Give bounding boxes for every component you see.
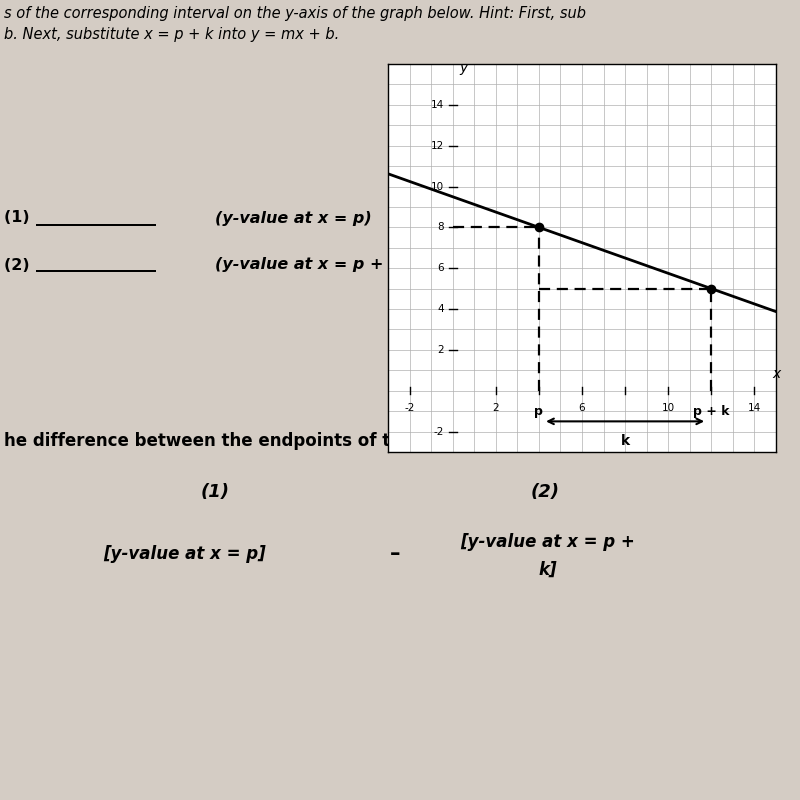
Text: s of the corresponding interval on the y-axis of the graph below. Hint: First, s: s of the corresponding interval on the y…	[4, 6, 586, 21]
Text: 2: 2	[438, 345, 444, 355]
Text: b. Next, substitute x = p + k into y = mx + b.: b. Next, substitute x = p + k into y = m…	[4, 27, 339, 42]
Text: _______________: _______________	[36, 258, 156, 273]
Text: 10: 10	[431, 182, 444, 191]
Text: [y-value at x = p]: [y-value at x = p]	[104, 545, 266, 563]
Text: 14: 14	[748, 403, 761, 413]
Text: 4: 4	[438, 304, 444, 314]
Text: [y-value at x = p +: [y-value at x = p +	[461, 533, 635, 551]
Text: (2): (2)	[4, 258, 35, 273]
Text: (2): (2)	[530, 483, 559, 501]
Text: _______________: _______________	[36, 210, 156, 226]
Text: -2: -2	[434, 426, 444, 437]
Text: 10: 10	[662, 403, 674, 413]
Text: 2: 2	[493, 403, 499, 413]
Text: (y-value at x = p + k): (y-value at x = p + k)	[215, 258, 407, 273]
Text: –: –	[390, 544, 400, 564]
Text: 12: 12	[430, 141, 444, 150]
Text: he difference between the endpoints of the interval on the y-axis.: he difference between the endpoints of t…	[4, 432, 625, 450]
Text: k]: k]	[538, 561, 558, 579]
Text: p + k: p + k	[693, 405, 730, 418]
Text: y: y	[459, 61, 467, 75]
Text: k: k	[621, 434, 630, 448]
Text: 14: 14	[430, 100, 444, 110]
Text: (1): (1)	[201, 483, 230, 501]
Text: (y-value at x = p): (y-value at x = p)	[215, 210, 372, 226]
Text: (1): (1)	[4, 210, 35, 226]
Text: 6: 6	[578, 403, 586, 413]
Text: -2: -2	[404, 403, 414, 413]
Text: 8: 8	[438, 222, 444, 232]
Text: x: x	[772, 367, 780, 382]
Text: p: p	[534, 405, 543, 418]
Text: 6: 6	[438, 263, 444, 274]
